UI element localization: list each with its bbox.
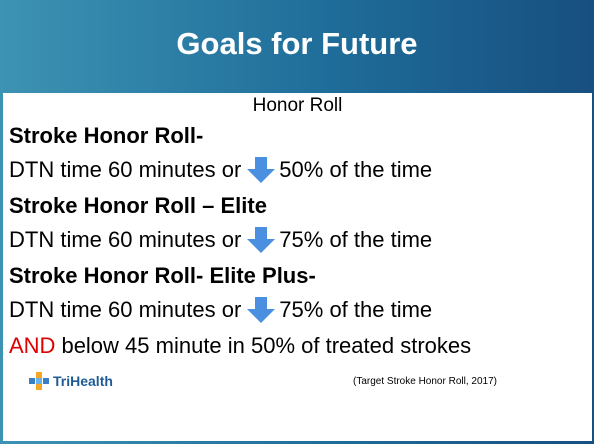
citation: (Target Stroke Honor Roll, 2017) <box>353 376 497 387</box>
down-arrow <box>247 157 276 183</box>
extra-criterion: AND below 45 minute in 50% of treated st… <box>9 333 471 359</box>
subtitle: Honor Roll <box>252 95 343 116</box>
content-area: Honor Roll Stroke Honor Roll- DTN time 6… <box>3 93 592 441</box>
criterion-start: DTN time 60 minutes or <box>9 297 242 322</box>
logo-icon <box>29 372 49 390</box>
logo: TriHealth <box>29 372 113 390</box>
criterion-end: 75% of the time <box>279 227 433 252</box>
tier-name: Stroke Honor Roll – Elite <box>9 193 267 218</box>
slide-title: Goals for Future <box>176 26 418 61</box>
criterion-end: 50% of the time <box>279 157 433 182</box>
criterion-end: 75% of the time <box>279 297 433 322</box>
criterion-start: DTN time 60 minutes or <box>9 157 242 182</box>
criterion: DTN time 60 minutes or 75% of the time <box>9 227 432 253</box>
criterion-start: DTN time 60 minutes or <box>9 227 242 252</box>
down-arrow <box>247 297 276 323</box>
logo-text: TriHealth <box>53 373 113 389</box>
down-arrow <box>247 227 276 253</box>
criterion: DTN time 60 minutes or 50% of the time <box>9 157 432 183</box>
extra-text: below 45 minute in 50% of treated stroke… <box>61 333 472 358</box>
highlight: AND <box>9 333 56 358</box>
tier-name: Stroke Honor Roll- Elite Plus- <box>9 263 316 288</box>
tier-name: Stroke Honor Roll- <box>9 123 204 148</box>
criterion: DTN time 60 minutes or 75% of the time <box>9 297 432 323</box>
